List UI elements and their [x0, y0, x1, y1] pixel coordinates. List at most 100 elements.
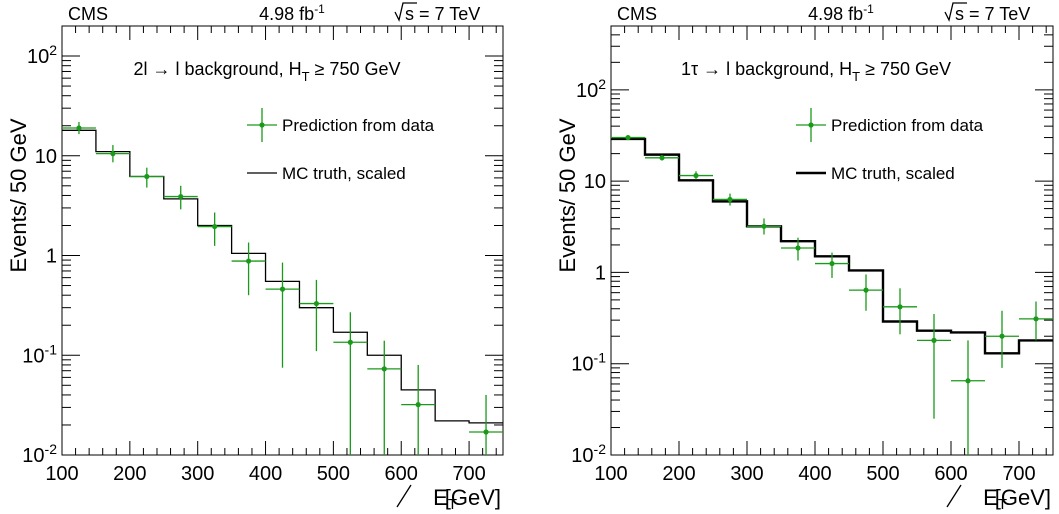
y-tick-label: 10-2	[22, 441, 57, 467]
data-point	[401, 364, 436, 455]
data-marker	[659, 155, 665, 161]
panel-2: 100 200 300 400 500 600 700 10-2 10-1 1 10 102 CMS 4.…	[555, 2, 1054, 513]
data-marker	[693, 172, 699, 179]
data-marker	[178, 193, 184, 200]
data-marker	[931, 337, 937, 343]
x-tick-label: 600	[385, 463, 418, 485]
data-marker	[110, 151, 116, 157]
data-point	[611, 134, 645, 141]
header-energy: s = 7 TeV	[955, 4, 1030, 24]
data-point	[747, 218, 781, 235]
x-axis-title: ET	[433, 485, 457, 513]
header-energy: s = 7 TeV	[405, 4, 480, 24]
sqrt-icon	[944, 2, 967, 22]
y-tick-label: 102	[27, 42, 57, 68]
data-point	[849, 274, 883, 311]
x-tick-label: 100	[594, 463, 627, 485]
plot-frame	[610, 25, 1054, 456]
data-marker	[76, 125, 82, 131]
y-tick-label: 10-1	[571, 350, 606, 376]
met-slash-icon	[396, 484, 412, 508]
data-marker	[897, 304, 903, 310]
data-marker	[245, 258, 252, 264]
header-cms: CMS	[617, 4, 657, 24]
x-axis-title: ET	[983, 485, 1007, 513]
data-point	[679, 171, 713, 180]
data-point	[781, 237, 815, 261]
x-tick-label: 300	[181, 463, 214, 485]
data-marker	[212, 223, 218, 230]
data-point	[231, 242, 266, 296]
data-point	[469, 394, 503, 455]
legend-prediction-label: Prediction from data	[282, 116, 435, 135]
y-tick-label: 1	[46, 246, 57, 268]
x-tick-label: 300	[730, 463, 763, 485]
plot-frame	[61, 25, 504, 456]
data-point	[367, 340, 402, 455]
x-tick-label: 700	[452, 463, 485, 485]
data-point	[95, 145, 130, 163]
data-point	[883, 288, 917, 335]
data-point	[713, 193, 747, 206]
data-marker	[863, 287, 869, 293]
data-point	[163, 185, 198, 210]
legend-mc-label: MC truth, scaled	[282, 164, 406, 183]
data-point	[917, 314, 951, 419]
x-axis-unit: [GeV]	[995, 485, 1051, 510]
data-marker	[965, 378, 971, 384]
x-tick-label: 600	[934, 463, 967, 485]
data-point	[645, 155, 679, 161]
data-point	[1019, 301, 1053, 341]
x-axis-unit: [GeV]	[445, 485, 501, 510]
x-tick-label: 500	[866, 463, 899, 485]
data-marker	[279, 286, 286, 292]
x-tick-label: 700	[1002, 463, 1035, 485]
data-marker	[761, 223, 767, 229]
data-marker	[144, 173, 150, 180]
data-marker	[313, 300, 320, 307]
x-tick-label: 200	[662, 463, 695, 485]
y-tick-label: 102	[576, 76, 606, 102]
data-point	[985, 310, 1019, 368]
data-marker	[829, 260, 835, 267]
data-point	[333, 312, 368, 455]
data-point	[197, 212, 232, 246]
data-marker	[795, 245, 801, 251]
legend-prediction-marker	[808, 122, 814, 128]
annotation: 1τ → l background, HT ≥ 750 GeV	[681, 59, 951, 84]
x-tick-label: 200	[113, 463, 146, 485]
data-marker	[1033, 316, 1039, 322]
data-marker	[381, 366, 387, 372]
y-tick-label: 1	[595, 262, 606, 284]
x-tick-label: 400	[249, 463, 282, 485]
data-marker	[999, 333, 1005, 339]
data-marker	[625, 134, 631, 141]
data-point	[815, 252, 849, 278]
annotation: 2l → l background, HT ≥ 750 GeV	[134, 59, 401, 84]
data-point	[299, 279, 334, 352]
x-tick-label: 100	[45, 463, 78, 485]
y-axis-title: Events/ 50 GeV	[555, 118, 580, 272]
data-marker	[347, 339, 353, 345]
header-luminosity: 4.98 fb-1	[808, 2, 874, 24]
data-point	[62, 122, 96, 135]
panel-1: 100 200 300 400 500 600 700 10-2 10-1 1 10 102 CMS 4.…	[6, 2, 504, 513]
y-tick-label: 10	[35, 146, 57, 168]
header-luminosity: 4.98 fb-1	[259, 2, 325, 24]
legend-mc-label: MC truth, scaled	[831, 164, 955, 183]
x-tick-label: 400	[798, 463, 831, 485]
data-point	[951, 340, 985, 455]
y-tick-label: 10-2	[571, 441, 606, 467]
legend-prediction-label: Prediction from data	[831, 116, 984, 135]
x-tick-label: 500	[317, 463, 350, 485]
y-axis-title: Events/ 50 GeV	[6, 118, 31, 272]
data-point	[265, 262, 300, 368]
data-point	[129, 167, 164, 188]
legend-prediction-marker	[259, 122, 265, 128]
y-tick-label: 10	[584, 171, 606, 193]
met-slash-icon	[946, 484, 962, 508]
data-marker	[483, 429, 489, 435]
data-marker	[727, 196, 733, 203]
y-tick-label: 10-1	[22, 341, 57, 367]
